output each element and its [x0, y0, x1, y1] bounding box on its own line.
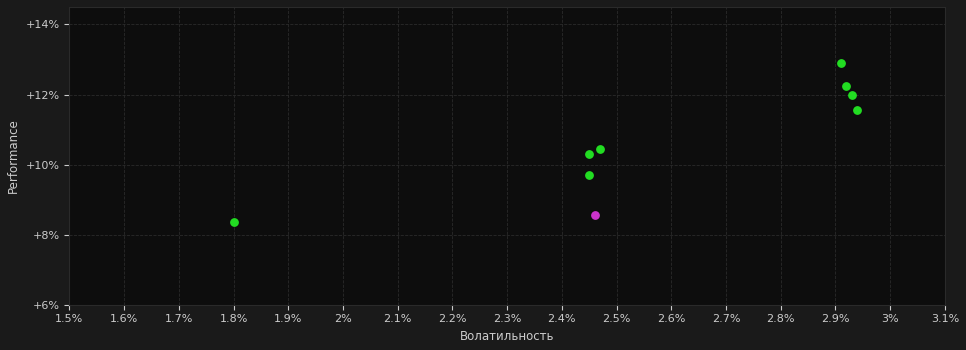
Point — [850, 107, 866, 113]
X-axis label: Волатильность: Волатильность — [460, 330, 554, 343]
Point — [587, 213, 603, 218]
Point — [844, 92, 860, 97]
Y-axis label: Performance: Performance — [7, 119, 20, 193]
Point — [582, 172, 597, 178]
Point — [838, 83, 854, 89]
Point — [834, 60, 849, 66]
Point — [592, 146, 608, 152]
Point — [226, 220, 242, 225]
Point — [582, 151, 597, 157]
